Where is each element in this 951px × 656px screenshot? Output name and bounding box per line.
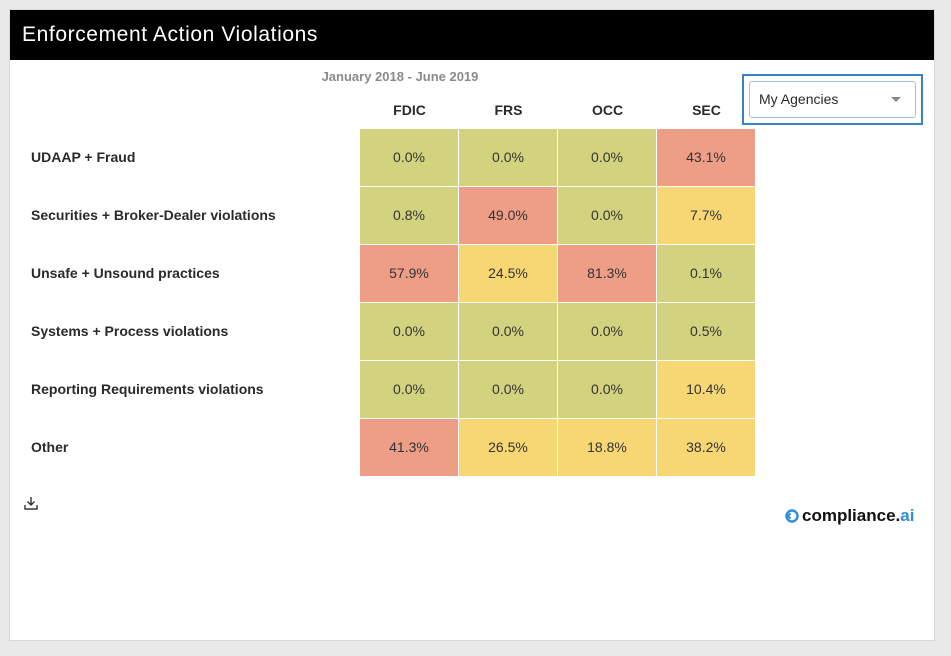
heatmap-cell: 0.1% — [657, 245, 755, 302]
column-header-occ: OCC — [591, 102, 624, 118]
row-label: Systems + Process violations — [31, 323, 229, 339]
row-label: Reporting Requirements violations — [31, 381, 264, 397]
download-icon[interactable] — [23, 495, 39, 511]
heatmap-cell: 0.0% — [360, 129, 458, 186]
column-header-fdic: FDIC — [393, 102, 426, 118]
heatmap-cell: 81.3% — [558, 245, 656, 302]
heatmap-cell: 0.0% — [558, 129, 656, 186]
row-label: UDAAP + Fraud — [31, 149, 136, 165]
row-label: Securities + Broker-Dealer violations — [31, 207, 276, 223]
heatmap-cell: 0.0% — [459, 129, 557, 186]
agency-dropdown-value: My Agencies — [759, 91, 839, 107]
chevron-down-icon — [891, 97, 901, 102]
heatmap-cell: 10.4% — [657, 361, 755, 418]
heatmap-cell: 0.0% — [558, 361, 656, 418]
logo-text-accent: ai — [900, 506, 915, 525]
compliance-ai-logo: compliance. ai — [785, 504, 914, 528]
chart-card: Enforcement Action Violations January 20… — [9, 9, 935, 641]
heatmap-cell: 0.0% — [360, 303, 458, 360]
logo-text: compliance. — [802, 506, 901, 525]
heatmap-cell: 18.8% — [558, 419, 656, 476]
heatmap-cell: 0.0% — [459, 361, 557, 418]
heatmap-cell: 0.0% — [558, 303, 656, 360]
row-label: Unsafe + Unsound practices — [31, 265, 220, 281]
heatmap-cell: 43.1% — [657, 129, 755, 186]
row-label: Other — [31, 439, 69, 455]
column-header-frs: FRS — [494, 102, 523, 118]
chart-title: Enforcement Action Violations — [10, 10, 934, 60]
heatmap-cell: 0.0% — [360, 361, 458, 418]
heatmap-cell: 57.9% — [360, 245, 458, 302]
heatmap-cell: 38.2% — [657, 419, 755, 476]
date-range-subtitle: January 2018 - June 2019 — [321, 69, 479, 84]
compliance-logo-icon — [785, 509, 799, 523]
agency-filter: My Agencies — [742, 74, 923, 125]
heatmap-cell: 0.5% — [657, 303, 755, 360]
heatmap-cell: 0.8% — [360, 187, 458, 244]
heatmap-cell: 24.5% — [459, 245, 557, 302]
heatmap-cell: 49.0% — [459, 187, 557, 244]
column-header-sec: SEC — [692, 102, 721, 118]
heatmap-cell: 7.7% — [657, 187, 755, 244]
heatmap-cell: 26.5% — [459, 419, 557, 476]
heatmap-cell: 0.0% — [459, 303, 557, 360]
agency-dropdown[interactable]: My Agencies — [749, 81, 916, 118]
heatmap-cell: 41.3% — [360, 419, 458, 476]
heatmap-cell: 0.0% — [558, 187, 656, 244]
